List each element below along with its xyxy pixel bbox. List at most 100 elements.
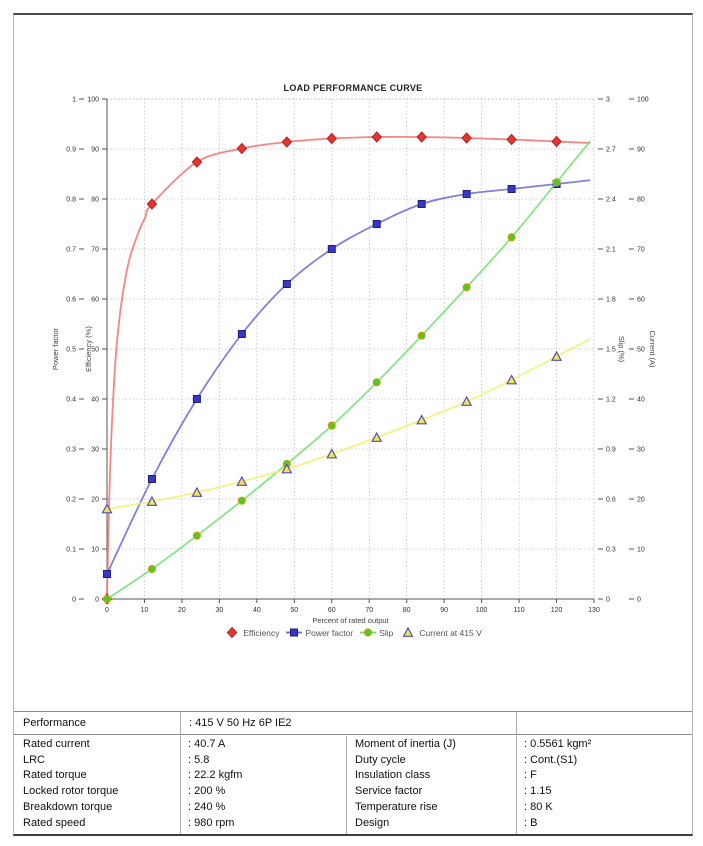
svg-text:80: 80: [637, 197, 645, 204]
spec-label: Duty cycle: [355, 753, 406, 766]
spec-value: : Cont.(S1): [524, 753, 578, 766]
legend-diamond-icon: [226, 627, 238, 638]
svg-text:50: 50: [290, 607, 298, 614]
svg-text:0: 0: [606, 597, 610, 604]
report-page: LOAD PERFORMANCE CURVE 0 10 20 30 40 50 60 70 80…: [13, 13, 693, 836]
spec-label: Breakdown torque: [23, 801, 113, 814]
svg-text:0.1: 0.1: [66, 547, 76, 554]
svg-text:30: 30: [215, 607, 223, 614]
svg-text:1.2: 1.2: [606, 397, 616, 404]
slip-curve: [106, 140, 591, 600]
svg-text:0.6: 0.6: [66, 297, 76, 304]
chart-legend: Efficiency Power factor Slip Current at 415…: [14, 627, 692, 638]
efficiency-curve: [106, 135, 591, 600]
svg-text:0.5: 0.5: [66, 347, 76, 354]
legend-circle-icon: [360, 628, 377, 637]
svg-text:1: 1: [72, 97, 76, 104]
legend-item-power-factor: Power factor: [286, 627, 353, 638]
gridlines: [107, 98, 595, 599]
svg-text:3: 3: [606, 97, 610, 104]
svg-text:10: 10: [91, 547, 99, 554]
svg-text:100: 100: [476, 607, 488, 614]
spec-empty-cell: [516, 712, 692, 734]
svg-text:40: 40: [91, 397, 99, 404]
svg-text:80: 80: [403, 607, 411, 614]
x-axis: [106, 599, 595, 603]
spec-value: : 200 %: [188, 785, 226, 798]
spec-label: Temperature rise: [355, 801, 438, 814]
svg-text:130: 130: [588, 607, 600, 614]
spec-rows: Rated current : 40.7 A Moment of inertia…: [14, 736, 692, 834]
spec-label: Service factor: [355, 785, 423, 798]
svg-text:30: 30: [637, 447, 645, 454]
svg-text:Current (A): Current (A): [648, 330, 657, 368]
svg-text:0.9: 0.9: [606, 447, 616, 454]
svg-text:0.3: 0.3: [606, 547, 616, 554]
spec-value: : 80 K: [524, 801, 553, 814]
svg-text:70: 70: [637, 247, 645, 254]
spec-label: Locked rotor torque: [23, 785, 119, 798]
svg-text:2.7: 2.7: [606, 147, 616, 154]
svg-text:2.4: 2.4: [606, 197, 616, 204]
legend-triangle-icon: [402, 627, 414, 637]
spec-value: : B: [524, 816, 538, 829]
svg-text:0.3: 0.3: [66, 447, 76, 454]
svg-text:50: 50: [91, 347, 99, 354]
svg-text:20: 20: [637, 497, 645, 504]
svg-text:1.5: 1.5: [606, 347, 616, 354]
spec-value: : 22.2 kgfm: [188, 769, 243, 782]
chart-title: LOAD PERFORMANCE CURVE: [283, 83, 423, 93]
spec-label: Rated speed: [23, 816, 86, 829]
svg-text:60: 60: [637, 297, 645, 304]
spec-value: : 1.15: [524, 785, 552, 798]
current-at-415-v-markers: [101, 350, 563, 514]
spec-value: : 40.7 A: [188, 737, 226, 750]
spec-table: Performance : 415 V 50 Hz 6P IE2 Rated c…: [14, 711, 692, 834]
legend-label: Power factor: [305, 627, 354, 638]
current-at-415-v-curve: [106, 338, 591, 510]
legend-label: Efficiency: [243, 627, 280, 638]
legend-item-efficiency: Efficiency: [224, 627, 279, 638]
svg-text:90: 90: [637, 147, 645, 154]
svg-text:110: 110: [513, 607, 524, 614]
svg-text:90: 90: [91, 147, 99, 154]
svg-text:0: 0: [72, 597, 76, 604]
legend-label: Slip: [379, 627, 394, 638]
svg-text:60: 60: [91, 297, 99, 304]
svg-text:40: 40: [253, 607, 261, 614]
svg-text:100: 100: [87, 97, 99, 104]
svg-text:90: 90: [440, 607, 448, 614]
svg-text:60: 60: [328, 607, 336, 614]
svg-text:0: 0: [637, 597, 641, 604]
svg-text:0.4: 0.4: [66, 397, 76, 404]
spec-label: Moment of inertia (J): [355, 737, 456, 750]
legend-square-icon: [286, 628, 303, 637]
spec-value: : 980 rpm: [188, 816, 235, 829]
svg-text:120: 120: [551, 607, 563, 614]
svg-text:40: 40: [637, 397, 645, 404]
table-row: Breakdown torque : 240 % Temperature ris…: [14, 799, 692, 815]
legend-item-slip: Slip: [360, 627, 393, 638]
table-row: Locked rotor torque : 200 % Service fact…: [14, 783, 692, 799]
svg-text:30: 30: [91, 447, 99, 454]
legend-item-current-at-415-v: Current at 415 V: [400, 627, 482, 638]
table-row: Rated current : 40.7 A Moment of inertia…: [14, 736, 692, 752]
svg-text:50: 50: [637, 347, 645, 354]
svg-text:0: 0: [105, 607, 109, 614]
svg-text:Slip (%): Slip (%): [617, 336, 626, 363]
spec-label: Performance: [23, 717, 86, 729]
chart-area: LOAD PERFORMANCE CURVE 0 10 20 30 40 50 60 70 80…: [14, 15, 692, 675]
spec-value: : 0.5561 kgm²: [524, 737, 592, 750]
svg-text:20: 20: [91, 497, 99, 504]
svg-text:70: 70: [365, 607, 373, 614]
svg-text:0.7: 0.7: [66, 247, 76, 254]
svg-text:0.8: 0.8: [66, 197, 76, 204]
svg-text:Percent of rated output: Percent of rated output: [312, 616, 389, 625]
svg-text:100: 100: [637, 97, 649, 104]
svg-text:20: 20: [178, 607, 186, 614]
svg-text:0.9: 0.9: [66, 147, 76, 154]
svg-text:70: 70: [91, 247, 99, 254]
svg-text:2.1: 2.1: [606, 247, 616, 254]
svg-text:Power factor: Power factor: [51, 327, 60, 370]
